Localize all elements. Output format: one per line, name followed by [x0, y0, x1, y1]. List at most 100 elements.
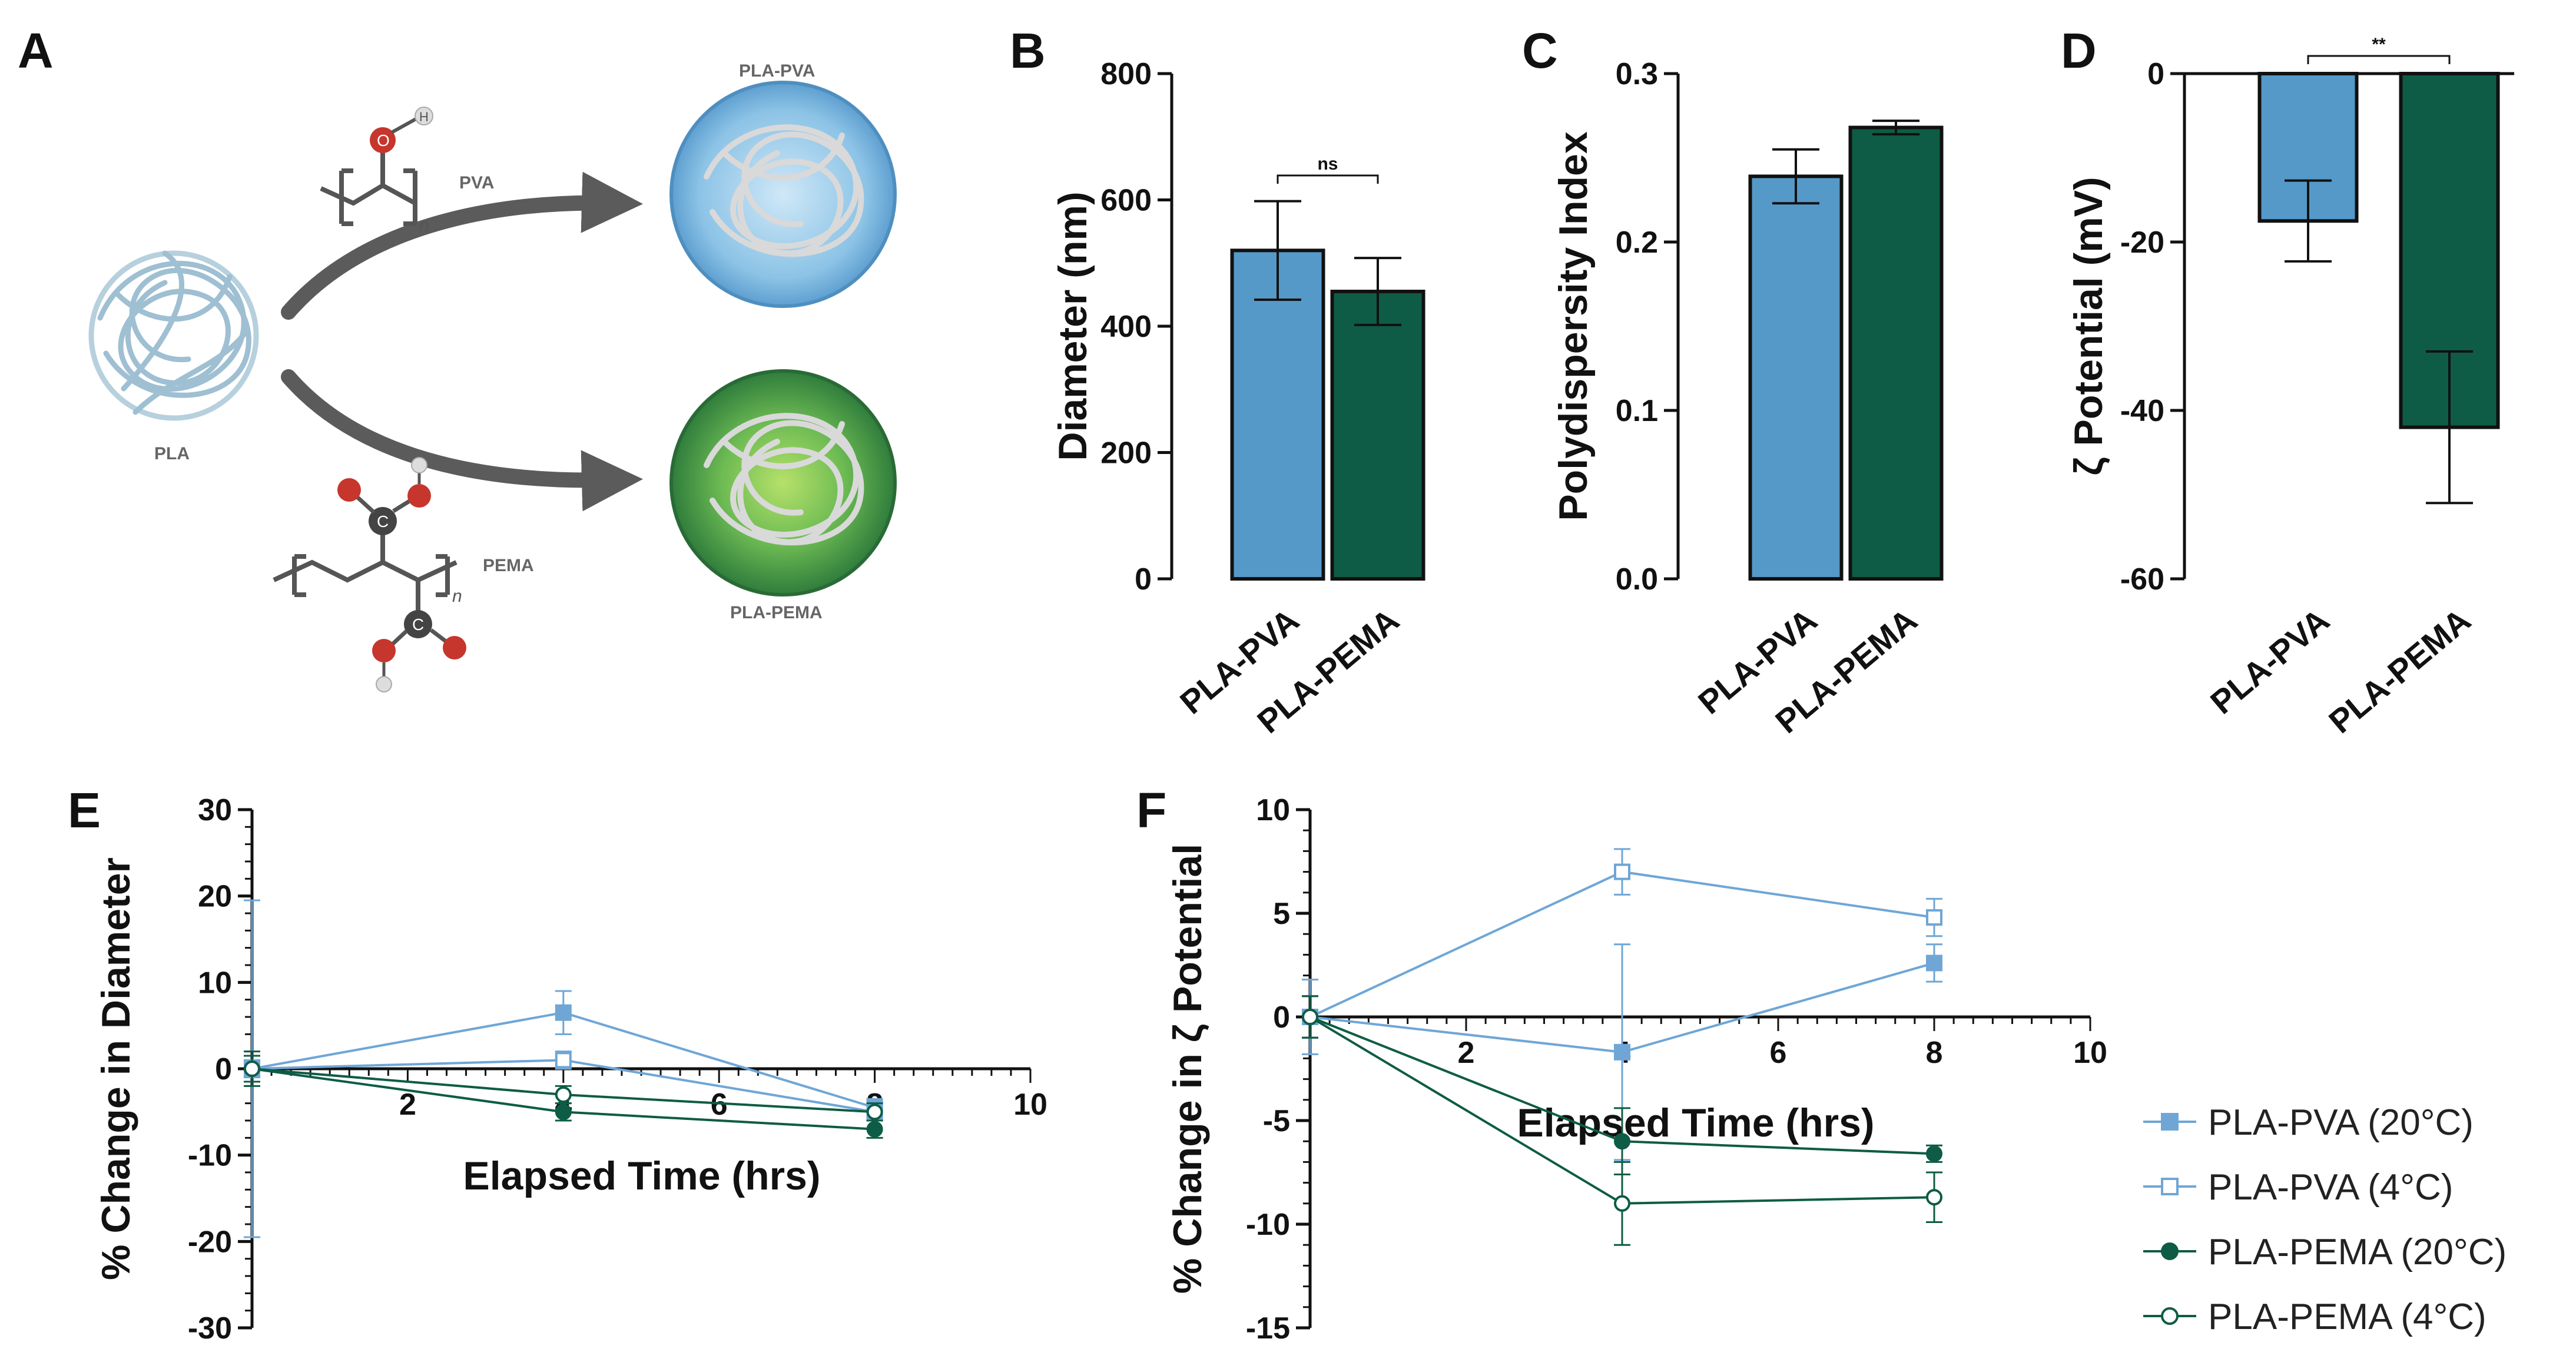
legend-label: PLA-PVA (4°C): [2208, 1167, 2453, 1208]
bar-pla-pema: [1330, 290, 1425, 581]
pla-pema-label: PLA-PEMA: [730, 603, 823, 622]
pema-label: PEMA: [483, 556, 534, 575]
panel-label-d: D: [2061, 23, 2097, 78]
data-point: [1926, 955, 1942, 972]
x-axis-title: Elapsed Time (hrs): [463, 1154, 820, 1198]
y-tick-label: 0.1: [1616, 394, 1658, 428]
y-tick-label: 0.2: [1616, 226, 1658, 260]
y-tick-label: -5: [1263, 1104, 1290, 1138]
pema-molecule: C C n PEMA: [273, 457, 534, 692]
y-tick-label: 400: [1100, 310, 1152, 344]
arrow-to-pla-pva: [281, 171, 643, 320]
pema-carbon-atom-2: C: [412, 615, 424, 634]
panel-label-a: A: [18, 23, 54, 78]
panel-label-c: C: [1522, 23, 1558, 78]
x-tick-label: 6: [1770, 1036, 1787, 1070]
pva-subscript: n: [419, 216, 429, 235]
y-tick-label: -20: [2120, 226, 2164, 260]
x-tick-label: 8: [1926, 1036, 1943, 1070]
pva-molecule: O H n PVA: [320, 107, 494, 235]
bar-pla-pva: [2257, 72, 2359, 223]
legend-marker: [2161, 1178, 2179, 1195]
y-tick-label: -20: [188, 1225, 232, 1259]
y-tick-label: -30: [188, 1311, 232, 1346]
y-axis-title: Diameter (nm): [1050, 191, 1095, 460]
y-tick-label: -60: [2120, 562, 2164, 596]
pla-pva-particle: PLA-PVA: [669, 61, 897, 308]
data-point: [555, 1004, 572, 1021]
significance-label: **: [2372, 35, 2386, 54]
y-axis-title: Polydispersity Index: [1551, 131, 1596, 521]
x-tick-label: 2: [399, 1088, 416, 1122]
pla-core-label: PLA: [154, 444, 190, 463]
legend-label: PLA-PVA (20°C): [2208, 1102, 2474, 1143]
data-point: [1926, 909, 1942, 926]
bar-pla-pva: [1748, 174, 1844, 581]
significance-bracket: [1277, 174, 1379, 184]
x-tick-label: 10: [1013, 1088, 1047, 1122]
bar-pla-pema: [1848, 125, 1944, 581]
pla-core-illustration: [88, 250, 259, 421]
x-tick-label: 10: [2073, 1036, 2107, 1070]
chart-d-zeta: 0 -20 -40 -60 ζ Potential (mV) PLA-PVAPLA-PEM…: [2066, 35, 2514, 740]
pva-hydrogen-atom: H: [419, 110, 429, 124]
legend: PLA-PVA (20°C) PLA-PVA (4°C) PLA-PEMA (20°…: [2143, 1102, 2507, 1337]
legend-marker: [2161, 1242, 2179, 1260]
data-point: [1926, 1189, 1942, 1206]
data-point: [1614, 1133, 1630, 1150]
category-label: PLA-PVA: [2203, 601, 2336, 721]
y-tick-label: 5: [1273, 897, 1290, 931]
pva-oxygen-atom: O: [377, 131, 390, 150]
x-axis-title: Elapsed Time (hrs): [1517, 1101, 1874, 1145]
y-tick-label: 0: [215, 1052, 232, 1086]
legend-marker: [2161, 1307, 2179, 1325]
data-point: [1614, 1043, 1630, 1061]
y-tick-label: 0: [1135, 562, 1152, 596]
data-point: [555, 1086, 572, 1103]
pla-pema-particle: PLA-PEMA: [669, 369, 897, 622]
legend-label: PLA-PEMA (20°C): [2208, 1232, 2507, 1272]
y-axis-title: ζ Potential (mV): [2066, 177, 2111, 475]
category-label: PLA-PEMA: [2322, 601, 2478, 740]
data-point: [244, 1061, 260, 1077]
significance-label: ns: [1317, 154, 1338, 174]
y-tick-label: -15: [1246, 1311, 1290, 1346]
y-tick-label: 0: [1273, 1000, 1290, 1035]
data-point: [1926, 1145, 1942, 1162]
y-tick-label: 0.3: [1616, 57, 1658, 91]
pema-subscript: n: [452, 586, 462, 606]
pva-label: PVA: [459, 173, 494, 193]
bar-pla-pva: [1230, 248, 1325, 581]
legend-label: PLA-PEMA (4°C): [2208, 1297, 2487, 1337]
y-tick-label: 600: [1100, 184, 1152, 218]
panel-label-f: F: [1136, 783, 1166, 838]
panel-label-e: E: [68, 783, 101, 838]
legend-marker: [2161, 1113, 2179, 1131]
data-point: [555, 1103, 572, 1121]
y-tick-label: 20: [198, 880, 232, 914]
y-tick-label: 30: [198, 793, 232, 827]
data-point: [866, 1121, 883, 1138]
y-tick-label: 10: [198, 966, 232, 1000]
y-tick-label: 800: [1100, 57, 1152, 91]
arrow-to-pla-pema: [281, 369, 643, 512]
y-tick-label: -10: [1246, 1208, 1290, 1242]
y-tick-label: 200: [1100, 436, 1152, 470]
panel-label-b: B: [1010, 23, 1046, 78]
y-tick-label: 0: [2147, 57, 2164, 91]
significance-bracket: [2307, 55, 2451, 64]
y-tick-label: 10: [1256, 793, 1290, 827]
schematic-panel-a: PLA O H n PVA C: [88, 61, 897, 692]
pla-pva-label: PLA-PVA: [739, 61, 815, 81]
y-tick-label: -10: [188, 1139, 232, 1173]
y-tick-label: 0.0: [1616, 562, 1658, 596]
y-tick-label: -40: [2120, 394, 2164, 428]
pema-carbon-atom-1: C: [377, 512, 389, 531]
data-point: [1302, 1009, 1318, 1025]
data-point: [1614, 863, 1630, 880]
